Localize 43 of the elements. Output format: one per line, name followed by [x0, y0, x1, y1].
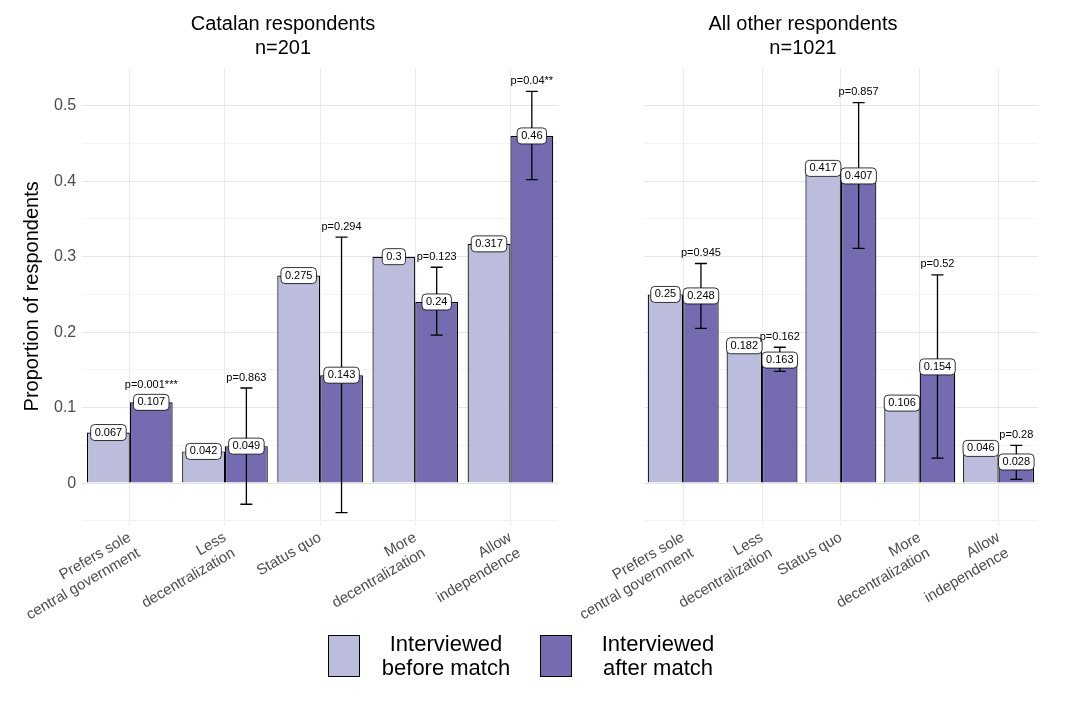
- y-tick-label: 0.3: [54, 247, 77, 265]
- annotation: p=0.001***: [124, 377, 179, 390]
- y-tick-label: 0.4: [54, 171, 77, 189]
- data-label: 0.046: [967, 441, 995, 454]
- y-tick-label: 0.5: [54, 96, 77, 114]
- annotation: p=0.123: [416, 249, 457, 262]
- data-label: 0.049: [232, 439, 261, 452]
- annotation: p=0.162: [759, 329, 800, 342]
- y-tick-label: 0.1: [54, 398, 77, 416]
- chart-subtitle: n=201: [254, 35, 312, 58]
- data-label: 0.275: [284, 268, 313, 281]
- annotation: p=0.863: [226, 370, 267, 383]
- y-tick-label: 0: [67, 473, 77, 491]
- data-label: 0.46: [521, 128, 543, 141]
- data-label: 0.042: [189, 444, 218, 457]
- legend-label: Interviewed before match: [380, 631, 512, 680]
- data-label: 0.154: [923, 359, 952, 372]
- data-label: 0.182: [730, 338, 759, 351]
- data-label: 0.25: [654, 287, 677, 300]
- data-label: 0.067: [94, 425, 123, 438]
- annotation: p=0.04**: [510, 73, 554, 86]
- chart-title: All other respondents: [708, 11, 898, 34]
- data-label: 0.3: [386, 249, 402, 262]
- chart-subtitle: n=1021: [769, 35, 837, 58]
- annotation: p=0.28: [999, 427, 1034, 440]
- data-label: 0.107: [137, 395, 165, 408]
- annotation: p=0.52: [920, 257, 955, 270]
- data-label: 0.028: [1002, 455, 1031, 468]
- data-label: 0.163: [766, 353, 794, 366]
- data-label: 0.317: [475, 236, 503, 249]
- data-label: 0.248: [687, 288, 715, 301]
- data-label: 0.106: [888, 396, 916, 409]
- legend-label: Interviewed after match: [600, 631, 716, 680]
- annotation: p=0.857: [838, 85, 879, 98]
- y-tick-label: 0.2: [54, 322, 77, 340]
- data-label: 0.143: [327, 368, 356, 381]
- annotation: p=0.945: [680, 246, 721, 259]
- data-label: 0.417: [809, 161, 837, 174]
- annotation: p=0.294: [321, 219, 362, 232]
- y-axis-title: Proportion of respondents: [19, 181, 42, 412]
- data-label: 0.407: [844, 168, 873, 181]
- chart-title: Catalan respondents: [190, 11, 376, 34]
- data-label: 0.24: [425, 295, 448, 307]
